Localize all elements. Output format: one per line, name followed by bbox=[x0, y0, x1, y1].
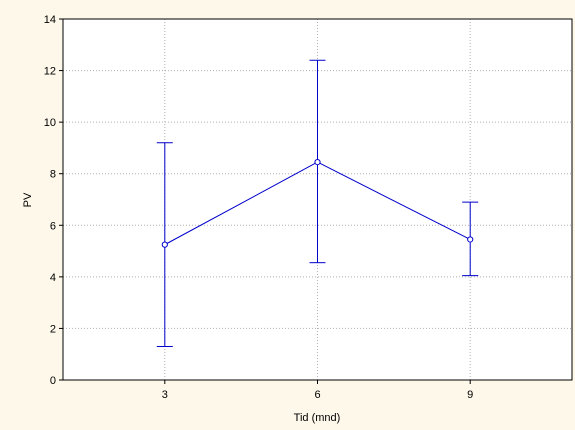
y-tick-label: 6 bbox=[50, 220, 56, 232]
y-tick-label: 14 bbox=[44, 14, 56, 26]
y-tick-label: 10 bbox=[44, 117, 56, 129]
y-axis-label: PV bbox=[22, 192, 34, 207]
y-tick-label: 12 bbox=[44, 66, 56, 78]
y-tick-label: 0 bbox=[50, 375, 56, 387]
y-tick-label: 2 bbox=[50, 323, 56, 335]
y-tick-label: 8 bbox=[50, 169, 56, 181]
data-point bbox=[314, 159, 321, 166]
x-tick-label: 6 bbox=[314, 389, 320, 401]
y-axis-ticks: 0 2 4 6 8 10 12 14 bbox=[44, 14, 63, 387]
x-axis-ticks: 3 6 9 bbox=[162, 380, 473, 401]
x-tick-label: 9 bbox=[467, 389, 473, 401]
data-point bbox=[161, 241, 168, 248]
y-tick-label: 4 bbox=[50, 272, 56, 284]
data-point bbox=[467, 236, 474, 243]
x-tick-label: 3 bbox=[162, 389, 168, 401]
data-points bbox=[161, 159, 474, 248]
x-axis-label: Tid (mnd) bbox=[294, 412, 341, 424]
